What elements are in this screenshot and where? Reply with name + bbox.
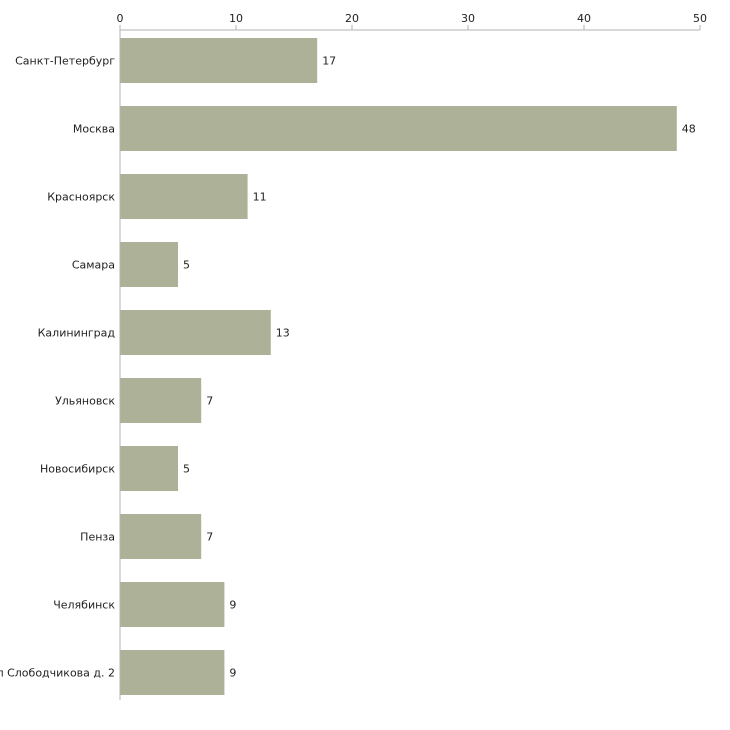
category-label: Челябинск <box>53 599 115 612</box>
x-tick-label: 20 <box>345 12 359 25</box>
bar <box>120 106 677 151</box>
category-labels: Санкт-Петербург Москва Красноярск Самара Кал… <box>0 55 115 680</box>
category-label: Самара <box>72 259 115 272</box>
x-tick-label: 30 <box>461 12 475 25</box>
value-label: 5 <box>183 259 190 272</box>
bar <box>120 650 225 695</box>
bar <box>120 514 202 559</box>
bar <box>120 174 248 219</box>
category-label: Пенза <box>80 531 115 544</box>
value-label: 13 <box>276 327 290 340</box>
category-label: Ульяновск <box>55 395 115 408</box>
value-label: 17 <box>322 55 336 68</box>
value-label: 7 <box>206 395 213 408</box>
category-label: Санкт-Петербург <box>15 55 115 68</box>
value-label: 48 <box>682 123 696 136</box>
x-tick-label: 50 <box>693 12 707 25</box>
x-tick-label: 0 <box>117 12 124 25</box>
category-label: Москва <box>73 123 115 136</box>
x-tick-label: 10 <box>229 12 243 25</box>
category-label: ул Слободчикова д. 2 <box>0 667 115 680</box>
value-label: 7 <box>206 531 213 544</box>
bar <box>120 446 178 491</box>
bars <box>120 38 677 695</box>
value-label: 9 <box>229 667 236 680</box>
x-axis-ticks: 0 10 20 30 40 50 <box>117 12 707 30</box>
value-label: 11 <box>253 191 267 204</box>
bar <box>120 582 225 627</box>
category-label: Новосибирск <box>40 463 115 476</box>
category-label: Красноярск <box>47 191 115 204</box>
x-tick-label: 40 <box>577 12 591 25</box>
value-label: 9 <box>229 599 236 612</box>
bar <box>120 38 318 83</box>
value-label: 5 <box>183 463 190 476</box>
bar <box>120 378 202 423</box>
value-labels: 17 48 11 5 13 7 5 7 9 9 <box>183 55 696 680</box>
category-label: Калининград <box>38 327 116 340</box>
bar <box>120 242 178 287</box>
bar <box>120 310 271 355</box>
